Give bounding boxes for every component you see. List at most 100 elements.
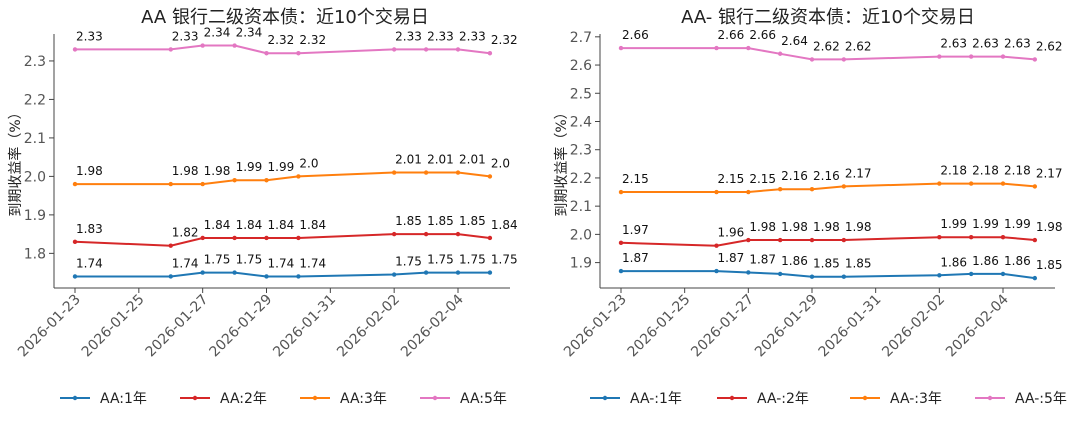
data-point: [1032, 275, 1038, 281]
data-point: [809, 274, 815, 279]
data-label: 2.64: [781, 34, 808, 48]
y-tick-label: 1.9: [570, 256, 592, 272]
data-label: 1.85: [813, 257, 840, 271]
y-tick-label: 1.8: [24, 246, 46, 262]
data-point: [714, 45, 719, 51]
data-point: [200, 43, 205, 48]
x-tick-label: 2026-01-31: [816, 292, 885, 361]
data-point: [264, 274, 269, 279]
data-label: 1.75: [427, 253, 454, 267]
legend-swatch-marker: [312, 395, 318, 401]
data-point: [423, 270, 429, 275]
data-point: [232, 270, 237, 275]
data-label: 1.97: [622, 223, 649, 237]
data-label: 2.15: [749, 172, 776, 186]
data-point: [487, 270, 493, 275]
y-tick-label: 1.9: [24, 208, 46, 224]
data-point: [714, 243, 719, 248]
legend-label: AA-:5年: [1015, 391, 1067, 407]
data-label: 1.98: [1036, 220, 1063, 234]
data-label: 1.84: [236, 218, 263, 232]
data-label: 1.86: [1004, 254, 1031, 268]
data-point: [455, 270, 461, 275]
data-point: [232, 235, 237, 241]
data-label: 2.34: [204, 26, 231, 40]
data-label: 1.87: [718, 251, 745, 265]
data-point: [72, 239, 78, 245]
y-tick-label: 2.5: [570, 86, 592, 102]
data-point: [809, 187, 815, 192]
data-label: 2.0: [491, 156, 510, 170]
legend-swatch-marker: [602, 395, 608, 401]
data-label: 2.62: [845, 39, 872, 53]
data-label: 1.86: [940, 255, 967, 269]
data-label: 1.85: [845, 257, 872, 271]
data-label: 1.85: [1036, 258, 1063, 272]
data-point: [264, 178, 269, 183]
x-tick-label: 2026-01-31: [270, 292, 339, 361]
data-point: [714, 268, 719, 274]
data-point: [72, 47, 78, 52]
chart-title: AA- 银行二级资本债：近10个交易日: [681, 7, 975, 28]
data-label: 2.66: [622, 28, 649, 42]
data-point: [746, 237, 751, 243]
data-point: [200, 181, 205, 187]
data-label: 2.34: [236, 26, 263, 40]
x-tick-label: 2026-02-02: [879, 292, 948, 361]
data-label: 2.17: [845, 166, 872, 180]
data-label: 1.98: [76, 164, 103, 178]
x-tick-label: 2026-01-25: [79, 292, 148, 361]
data-point: [809, 237, 815, 243]
data-point: [264, 51, 269, 56]
x-tick-label: 2026-01-29: [206, 292, 275, 361]
data-label: 1.75: [459, 253, 486, 267]
data-label: 1.84: [204, 218, 231, 232]
data-point: [296, 235, 301, 241]
data-label: 1.99: [236, 160, 263, 174]
legend-swatch-marker: [192, 395, 198, 401]
data-label: 2.33: [427, 29, 454, 43]
y-tick-label: 2.7: [570, 30, 592, 46]
data-label: 1.74: [299, 256, 326, 270]
data-label: 1.84: [299, 218, 326, 232]
data-label: 2.33: [459, 29, 486, 43]
data-label: 1.98: [845, 220, 872, 234]
x-tick-label: 2026-01-23: [561, 292, 630, 361]
data-point: [455, 170, 461, 175]
data-point: [168, 47, 173, 52]
data-label: 2.62: [1036, 39, 1063, 53]
data-point: [968, 54, 974, 59]
data-label: 1.74: [76, 256, 103, 270]
x-tick-label: 2026-01-29: [752, 292, 821, 361]
data-label: 2.01: [395, 153, 422, 167]
data-point: [200, 235, 205, 241]
data-label: 2.18: [972, 164, 999, 178]
data-label: 1.86: [781, 254, 808, 268]
data-point: [1000, 181, 1006, 186]
data-label: 1.96: [718, 226, 745, 240]
data-label: 1.85: [395, 214, 422, 228]
data-point: [746, 270, 751, 275]
data-label: 1.99: [268, 160, 295, 174]
data-point: [455, 231, 461, 237]
data-label: 2.33: [172, 29, 199, 43]
data-label: 1.84: [268, 218, 295, 232]
data-label: 1.75: [236, 253, 263, 267]
data-point: [72, 181, 78, 187]
data-point: [423, 47, 429, 52]
data-label: 1.74: [172, 256, 199, 270]
x-tick-label: 2026-01-23: [15, 292, 84, 361]
data-label: 1.98: [813, 220, 840, 234]
data-label: 1.99: [972, 217, 999, 231]
data-point: [296, 274, 301, 279]
legend-swatch-marker: [432, 395, 438, 401]
data-point: [968, 181, 974, 186]
data-label: 2.18: [1004, 164, 1031, 178]
data-label: 2.33: [76, 29, 103, 43]
data-point: [1000, 235, 1006, 240]
chart-panel-1: AA 银行二级资本债：近10个交易日 1.8 1.9 2.0 2.1 2.2 2.3 到期收益…: [7, 7, 518, 407]
data-point: [746, 189, 751, 195]
series-line: [75, 171, 491, 186]
data-point: [200, 270, 205, 275]
